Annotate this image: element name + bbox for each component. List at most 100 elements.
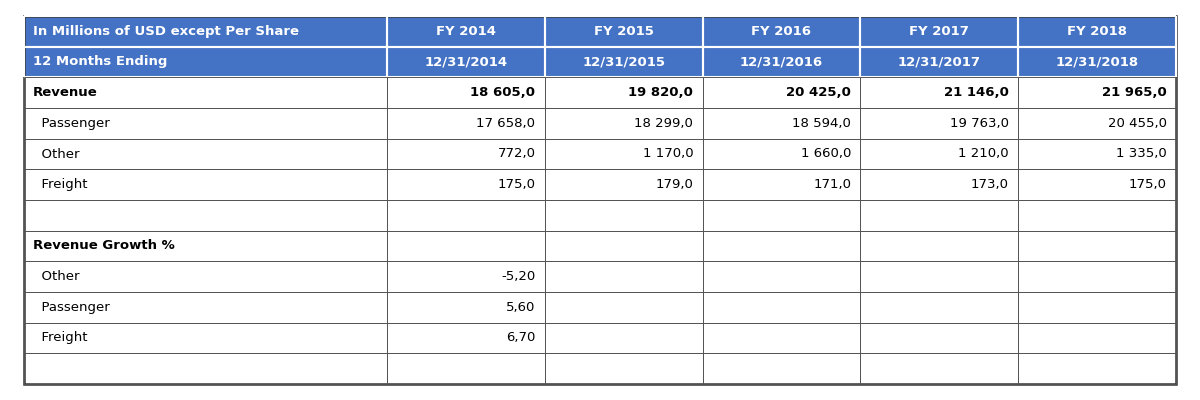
Bar: [545, 231, 702, 261]
Bar: [545, 16, 702, 47]
Bar: [386, 231, 545, 261]
Bar: [702, 77, 860, 108]
Text: 175,0: 175,0: [498, 178, 535, 191]
Bar: [545, 47, 702, 77]
Bar: [860, 77, 1018, 108]
Bar: [702, 353, 860, 384]
Bar: [702, 169, 860, 200]
Bar: [860, 47, 1018, 77]
Bar: [386, 261, 545, 292]
Bar: [24, 200, 386, 231]
Text: 179,0: 179,0: [655, 178, 694, 191]
Bar: [1018, 169, 1176, 200]
Bar: [702, 323, 860, 353]
Bar: [1018, 231, 1176, 261]
Bar: [545, 139, 702, 169]
Bar: [860, 231, 1018, 261]
Text: Passenger: Passenger: [34, 117, 110, 130]
Text: 6,70: 6,70: [506, 332, 535, 344]
Bar: [386, 323, 545, 353]
Bar: [386, 292, 545, 323]
Bar: [1018, 108, 1176, 139]
Bar: [1018, 139, 1176, 169]
Bar: [860, 108, 1018, 139]
Bar: [702, 231, 860, 261]
Bar: [24, 108, 386, 139]
Text: FY 2015: FY 2015: [594, 25, 654, 38]
Bar: [702, 16, 860, 47]
Bar: [860, 16, 1018, 47]
Bar: [860, 353, 1018, 384]
Bar: [545, 200, 702, 231]
Bar: [702, 292, 860, 323]
Bar: [1018, 47, 1176, 77]
Bar: [1018, 16, 1176, 47]
Bar: [24, 231, 386, 261]
Bar: [24, 323, 386, 353]
Bar: [386, 108, 545, 139]
Text: Revenue Growth %: Revenue Growth %: [34, 240, 175, 252]
Text: FY 2018: FY 2018: [1067, 25, 1127, 38]
Text: -5,20: -5,20: [502, 270, 535, 283]
Text: 12/31/2017: 12/31/2017: [898, 56, 980, 68]
Text: FY 2017: FY 2017: [910, 25, 970, 38]
Bar: [386, 169, 545, 200]
Text: 12/31/2016: 12/31/2016: [740, 56, 823, 68]
Text: 772,0: 772,0: [498, 148, 535, 160]
Bar: [386, 200, 545, 231]
Bar: [1018, 353, 1176, 384]
Bar: [24, 77, 386, 108]
Bar: [24, 261, 386, 292]
Text: Passenger: Passenger: [34, 301, 110, 314]
Bar: [24, 139, 386, 169]
Text: In Millions of USD except Per Share: In Millions of USD except Per Share: [34, 25, 299, 38]
Bar: [1018, 323, 1176, 353]
Text: 18 605,0: 18 605,0: [470, 86, 535, 99]
Text: 1 335,0: 1 335,0: [1116, 148, 1166, 160]
Bar: [1018, 261, 1176, 292]
Text: 18 594,0: 18 594,0: [792, 117, 851, 130]
Text: 171,0: 171,0: [814, 178, 851, 191]
Text: 18 299,0: 18 299,0: [635, 117, 694, 130]
Bar: [386, 139, 545, 169]
Bar: [545, 169, 702, 200]
Text: 1 170,0: 1 170,0: [643, 148, 694, 160]
Bar: [860, 323, 1018, 353]
Bar: [860, 169, 1018, 200]
Bar: [702, 47, 860, 77]
Bar: [24, 292, 386, 323]
Text: Revenue: Revenue: [34, 86, 98, 99]
Text: Other: Other: [34, 148, 79, 160]
Bar: [545, 353, 702, 384]
Text: FY 2016: FY 2016: [751, 25, 811, 38]
Bar: [545, 108, 702, 139]
Bar: [702, 108, 860, 139]
Text: FY 2014: FY 2014: [436, 25, 496, 38]
Bar: [386, 77, 545, 108]
Text: 5,60: 5,60: [506, 301, 535, 314]
Bar: [702, 139, 860, 169]
Text: 1 660,0: 1 660,0: [800, 148, 851, 160]
Text: 1 210,0: 1 210,0: [959, 148, 1009, 160]
Bar: [860, 200, 1018, 231]
Text: 12/31/2015: 12/31/2015: [582, 56, 665, 68]
Bar: [545, 261, 702, 292]
Bar: [24, 16, 386, 47]
Text: 175,0: 175,0: [1129, 178, 1166, 191]
Text: 21 146,0: 21 146,0: [944, 86, 1009, 99]
Text: 19 820,0: 19 820,0: [629, 86, 694, 99]
Text: 20 425,0: 20 425,0: [786, 86, 851, 99]
Bar: [386, 16, 545, 47]
Bar: [24, 169, 386, 200]
Bar: [386, 353, 545, 384]
Text: 17 658,0: 17 658,0: [476, 117, 535, 130]
Bar: [545, 77, 702, 108]
Text: 173,0: 173,0: [971, 178, 1009, 191]
Bar: [702, 261, 860, 292]
Text: 21 965,0: 21 965,0: [1102, 86, 1166, 99]
Text: Freight: Freight: [34, 178, 88, 191]
Text: 12 Months Ending: 12 Months Ending: [34, 56, 168, 68]
Bar: [702, 200, 860, 231]
Bar: [860, 139, 1018, 169]
Bar: [24, 353, 386, 384]
